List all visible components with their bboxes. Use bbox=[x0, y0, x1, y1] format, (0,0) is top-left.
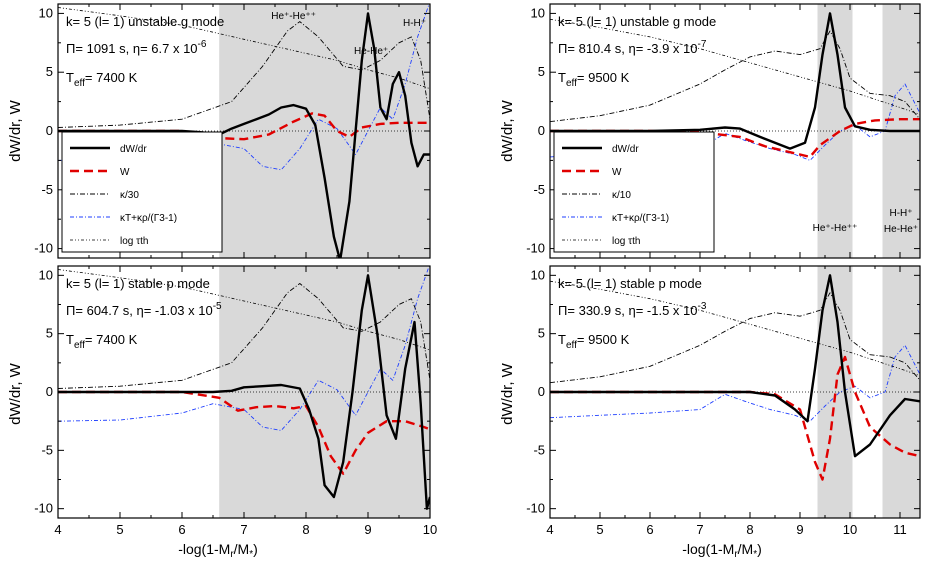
legend-label: W bbox=[612, 167, 622, 178]
y-tick-label: -5 bbox=[41, 182, 53, 197]
y-tick-label: -5 bbox=[41, 442, 53, 457]
y-axis-label-top-right: dW/dr, W bbox=[499, 99, 516, 162]
legend-label: κT+κρ/(Γ3-1) bbox=[120, 213, 177, 224]
y-tick-label: 5 bbox=[46, 326, 53, 341]
x-tick-label: 9 bbox=[364, 522, 371, 537]
y-tick-label: 5 bbox=[538, 326, 545, 341]
region-label-he-heplus: He⁺-He⁺⁺ bbox=[813, 223, 858, 234]
y-tick-label: 0 bbox=[46, 123, 53, 138]
legend-label: dW/dr bbox=[612, 144, 639, 155]
series-line-log-th bbox=[550, 18, 920, 115]
x-tick-label: 7 bbox=[696, 522, 703, 537]
mode-title: k= 5 (l= 1) unstable g mode bbox=[66, 14, 224, 29]
region-label-he-heplus-neutral: He-He⁺ bbox=[884, 224, 918, 235]
series-line--t-3-1- bbox=[58, 266, 430, 431]
x-tick-label: 10 bbox=[843, 522, 857, 537]
legend-label: W bbox=[120, 167, 130, 178]
x-axis-label-right: -log(1-Mr/M*) bbox=[682, 541, 762, 560]
x-tick-label: 6 bbox=[178, 522, 185, 537]
period-label: Π= 1091 s, η= 6.7 x 10-6 bbox=[66, 39, 207, 56]
legend-label: κ/10 bbox=[612, 190, 631, 201]
y-tick-label: 10 bbox=[39, 5, 53, 20]
y-axis-label-bottom-right: dW/dr, W bbox=[499, 362, 516, 425]
x-tick-label: 6 bbox=[646, 522, 653, 537]
y-tick-label: 0 bbox=[538, 123, 545, 138]
panel-1: 10 5 0 -5 -10 k= 5 (l= 1) unstable g mode Π= 1… bbox=[34, 3, 431, 259]
series-line--10 bbox=[550, 292, 920, 384]
y-tick-label: 5 bbox=[538, 64, 545, 79]
series-line-dw-dr bbox=[58, 274, 430, 510]
period-label: Π= 810.4 s, η= -3.9 x 10-7 bbox=[558, 39, 707, 56]
x-tick-label: 8 bbox=[302, 522, 309, 537]
teff-label: Teff= 7400 K bbox=[66, 70, 138, 89]
series-line-dw-dr bbox=[550, 274, 920, 458]
x-tick-label: 11 bbox=[893, 522, 907, 537]
mode-title: k= 5 (l= 1) unstable g mode bbox=[558, 14, 716, 29]
x-tick-label: 10 bbox=[423, 522, 437, 537]
series-line--t-3-1- bbox=[550, 344, 920, 422]
x-tick-label: 5 bbox=[116, 522, 123, 537]
x-tick-label: 5 bbox=[596, 522, 603, 537]
y-tick-label: -10 bbox=[526, 241, 545, 256]
y-tick-label: -5 bbox=[533, 182, 545, 197]
series-line-w bbox=[550, 355, 920, 481]
mode-title: k= 5 (l= 1) stable p mode bbox=[66, 276, 210, 291]
y-tick-label: -10 bbox=[34, 241, 53, 256]
y-tick-label: 10 bbox=[39, 267, 53, 282]
y-tick-label: -10 bbox=[526, 501, 545, 516]
series-line-log-th bbox=[58, 7, 430, 90]
panel-3: 4 5 6 7 8 9 10 10 5 0 -5 -10 k= 5 (l= 1) stable p mo… bbox=[34, 265, 437, 537]
x-tick-label: 7 bbox=[240, 522, 247, 537]
region-label-he-heplus-neutral: He-He⁺ bbox=[354, 46, 388, 57]
series-group bbox=[550, 12, 920, 161]
x-tick-label: 4 bbox=[54, 522, 61, 537]
legend-box bbox=[61, 131, 223, 253]
y-tick-label: 5 bbox=[46, 64, 53, 79]
y-tick-label: 10 bbox=[531, 5, 545, 20]
period-label: Π= 604.7 s, η= -1.03 x 10-5 bbox=[66, 301, 222, 318]
series-line--30 bbox=[58, 283, 430, 389]
series-line-dw-dr bbox=[550, 12, 920, 150]
x-tick-label: 9 bbox=[796, 522, 803, 537]
legend-label: κ/30 bbox=[120, 190, 139, 201]
x-tick-label: 8 bbox=[746, 522, 753, 537]
x-axis-label-left: -log(1-Mr/M*) bbox=[178, 541, 258, 560]
legend-label: dW/dr bbox=[120, 144, 147, 155]
series-line--30 bbox=[58, 21, 430, 128]
region-label-h-hplus: H-H⁺ bbox=[403, 18, 426, 29]
y-tick-label: 10 bbox=[531, 267, 545, 282]
mode-title: k= 5 (l= 1) stable p mode bbox=[558, 276, 702, 291]
y-axis-label-top-left: dW/dr, W bbox=[7, 99, 24, 162]
region-label-h-hplus: H-H⁺ bbox=[889, 208, 912, 219]
y-tick-label: 0 bbox=[538, 384, 545, 399]
teff-label: Teff= 9500 K bbox=[558, 332, 630, 351]
legend-box bbox=[553, 131, 715, 253]
x-tick-label: 4 bbox=[546, 522, 553, 537]
region-label-he-heplus: He⁺-He⁺⁺ bbox=[271, 11, 316, 22]
series-line-log-th bbox=[550, 280, 920, 377]
teff-label: Teff= 9500 K bbox=[558, 70, 630, 89]
series-group bbox=[550, 274, 920, 481]
panel-4: 4 5 6 7 8 9 10 11 10 5 0 -5 -10 k= 5 (l= 1) stable p … bbox=[526, 265, 921, 537]
panel-2: 10 5 0 -5 -10 k= 5 (l= 1) unstable g mode Π= 8… bbox=[526, 3, 921, 259]
series-line-w bbox=[58, 390, 430, 475]
period-label: Π= 330.9 s, η= -1.5 x 10-3 bbox=[558, 301, 707, 318]
y-tick-label: 0 bbox=[46, 384, 53, 399]
series-line--10 bbox=[550, 30, 920, 123]
series-line-dw-dr bbox=[58, 12, 430, 258]
y-tick-label: -10 bbox=[34, 501, 53, 516]
legend-label: log τth bbox=[612, 236, 640, 247]
legend-label: log τth bbox=[120, 236, 148, 247]
y-tick-label: -5 bbox=[533, 442, 545, 457]
y-axis-label-bottom-left: dW/dr, W bbox=[7, 362, 24, 425]
teff-label: Teff= 7400 K bbox=[66, 332, 138, 351]
series-group bbox=[58, 266, 430, 510]
legend-label: κT+κρ/(Γ3-1) bbox=[612, 213, 669, 224]
